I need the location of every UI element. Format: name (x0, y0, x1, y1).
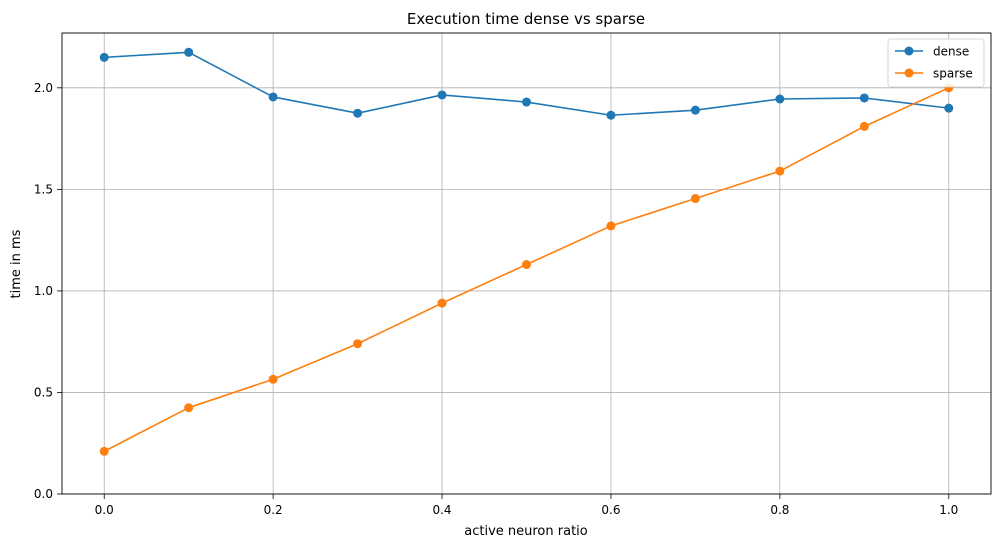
legend-label-sparse: sparse (933, 67, 973, 81)
data-point-sparse (353, 339, 363, 349)
data-point-dense (353, 108, 363, 118)
y-tick-label: 0.0 (34, 487, 53, 501)
data-point-sparse (437, 298, 447, 308)
data-point-dense (775, 94, 785, 104)
x-tick-label: 1.0 (939, 503, 958, 517)
y-axis-label: time in ms (9, 229, 24, 298)
data-point-sparse (775, 166, 785, 176)
x-tick-label: 0.6 (601, 503, 620, 517)
data-point-sparse (606, 221, 616, 231)
y-tick-label: 1.0 (34, 284, 53, 298)
data-point-dense (690, 105, 700, 115)
y-tick-label: 2.0 (34, 81, 53, 95)
chart-title: Execution time dense vs sparse (407, 10, 645, 28)
data-point-dense (606, 110, 616, 120)
data-point-dense (859, 93, 869, 103)
legend-marker-sparse (904, 68, 914, 78)
data-point-sparse (184, 403, 194, 413)
legend: dense sparse (887, 38, 985, 88)
data-point-sparse (690, 194, 700, 204)
data-point-dense (184, 47, 194, 57)
y-tick-label: 0.5 (34, 385, 53, 399)
legend-label-dense: dense (933, 45, 969, 59)
data-point-sparse (268, 374, 278, 384)
y-tick-label: 1.5 (34, 182, 53, 196)
data-point-dense (522, 97, 531, 107)
data-point-sparse (522, 260, 531, 270)
x-axis-label: active neuron ratio (464, 524, 588, 539)
data-point-dense (437, 90, 447, 100)
x-tick-label: 0.2 (264, 503, 283, 517)
series-layer (99, 47, 954, 456)
data-point-dense (99, 52, 109, 62)
axes: 0.0 0.2 0.4 0.6 0.8 1.0 0.0 0.5 1.0 1.5 2.0 (34, 32, 992, 517)
data-point-sparse (99, 446, 109, 456)
x-tick-label: 0.8 (770, 503, 789, 517)
plot-frame (61, 32, 992, 495)
data-point-dense (944, 103, 954, 113)
x-tick-label: 0.4 (432, 503, 451, 517)
x-tick-label: 0.0 (95, 503, 114, 517)
data-point-sparse (859, 121, 869, 131)
legend-marker-dense (904, 46, 914, 56)
data-point-dense (268, 92, 278, 102)
